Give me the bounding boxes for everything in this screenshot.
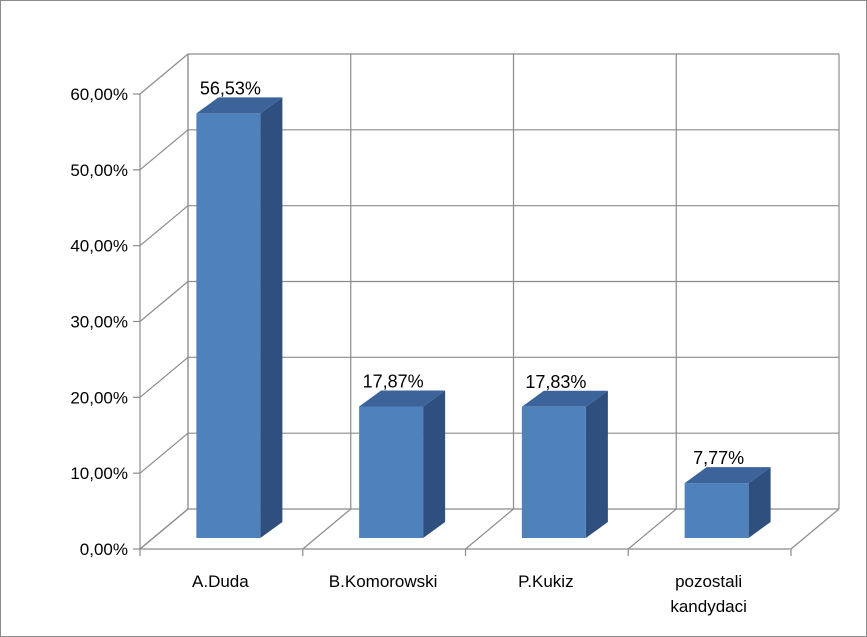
y-tick-label: 60,00% — [70, 85, 128, 104]
bar-side — [748, 467, 771, 538]
data-label: 17,83% — [525, 372, 586, 392]
gridline-side — [139, 53, 189, 95]
x-tick-label: pozostali — [675, 572, 742, 591]
gridline-side — [139, 432, 189, 474]
floor-divider — [627, 508, 677, 550]
data-label: 7,77% — [693, 448, 744, 468]
bar — [359, 406, 424, 538]
y-tick-label: 40,00% — [70, 237, 128, 256]
y-tick-label: 50,00% — [70, 161, 128, 180]
x-tick-label: kandydaci — [670, 597, 747, 616]
gridline-side — [139, 129, 189, 171]
bar — [684, 483, 749, 538]
bar-top — [521, 390, 608, 407]
gridline-side — [139, 205, 189, 247]
x-tick-label: B.Komorowski — [329, 572, 438, 591]
bar — [196, 113, 261, 539]
bar-side — [585, 390, 608, 538]
x-tick-label: P.Kukiz — [518, 572, 573, 591]
bar-top — [684, 467, 771, 484]
floor-divider — [139, 508, 189, 550]
bar-side — [260, 97, 283, 539]
bar-top — [359, 390, 446, 407]
data-label: 56,53% — [200, 78, 261, 98]
y-tick-label: 0,00% — [80, 540, 128, 559]
floor-divider — [302, 508, 352, 550]
data-label: 17,87% — [363, 371, 424, 391]
bar-top — [196, 97, 283, 114]
bar-side — [423, 390, 446, 538]
gridline-side — [139, 356, 189, 398]
gridline-side — [139, 281, 189, 322]
y-tick-label: 10,00% — [70, 464, 128, 483]
bar — [521, 406, 586, 538]
floor-divider — [790, 508, 840, 550]
y-tick-label: 20,00% — [70, 388, 128, 407]
floor-divider — [465, 508, 514, 550]
x-tick-label: A.Duda — [192, 572, 249, 591]
y-tick-label: 30,00% — [70, 313, 128, 332]
